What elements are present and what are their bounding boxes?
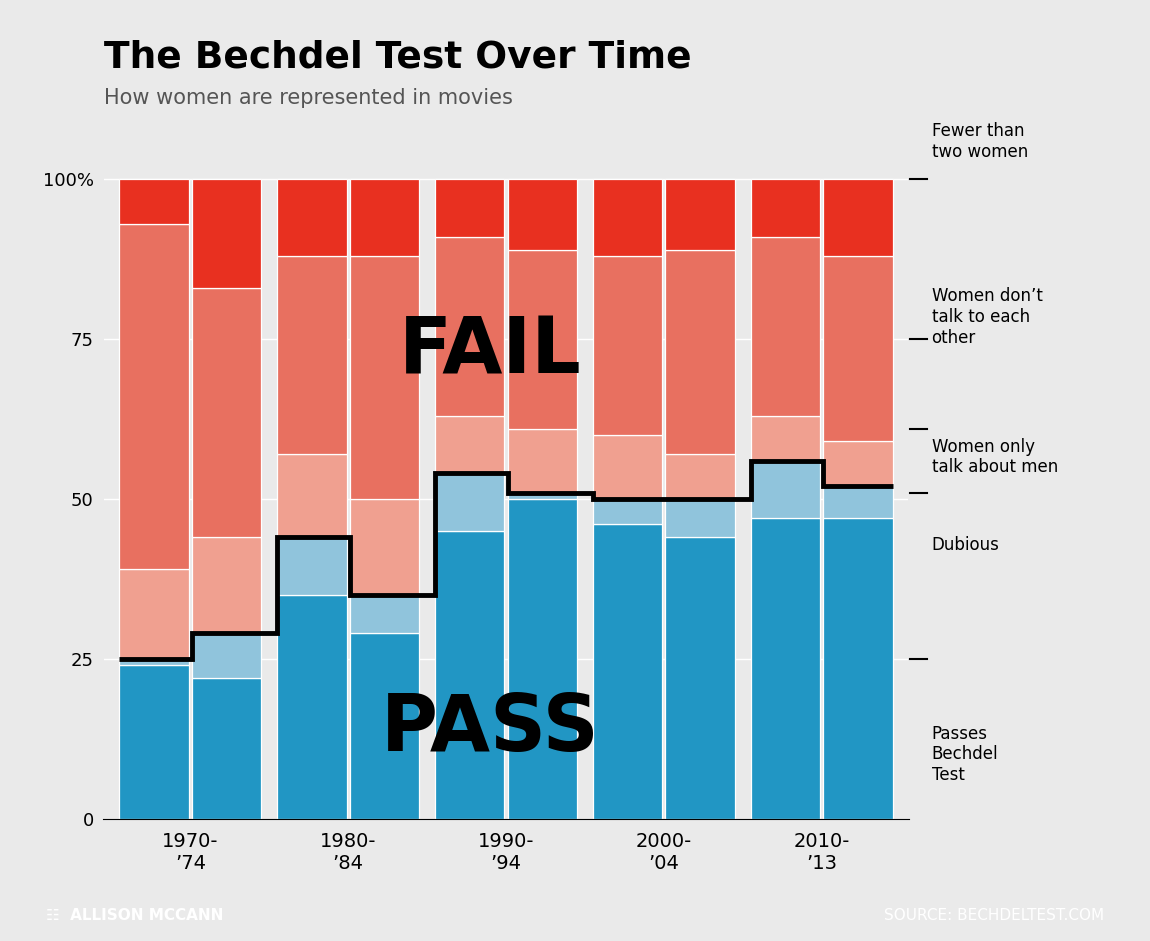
Text: Passes
Bechdel
Test: Passes Bechdel Test (932, 725, 998, 784)
Bar (350, 595, 420, 633)
Bar (120, 569, 189, 659)
Bar (592, 256, 662, 435)
Text: Fewer than
two women: Fewer than two women (932, 122, 1028, 161)
Bar (751, 416, 820, 460)
Bar (592, 499, 662, 524)
Text: FAIL: FAIL (399, 314, 582, 390)
Bar (192, 179, 261, 288)
Bar (120, 224, 189, 569)
Bar (120, 665, 189, 819)
Text: Dubious: Dubious (932, 536, 999, 554)
Bar (435, 531, 505, 819)
Bar (435, 473, 505, 531)
Text: SOURCE: BECHDELTEST.COM: SOURCE: BECHDELTEST.COM (884, 908, 1104, 923)
Text: How women are represented in movies: How women are represented in movies (104, 88, 513, 108)
Bar (277, 179, 346, 256)
Bar (592, 435, 662, 499)
Bar (823, 441, 892, 486)
Bar (350, 256, 420, 499)
Bar (192, 288, 261, 537)
Bar (120, 659, 189, 665)
Bar (277, 537, 346, 595)
Bar (507, 492, 577, 499)
Bar (507, 249, 577, 428)
Text: Women only
talk about men: Women only talk about men (932, 438, 1058, 476)
Bar (192, 537, 261, 633)
Bar (666, 455, 735, 499)
Bar (666, 537, 735, 819)
Bar (277, 455, 346, 537)
Text: PASS: PASS (381, 691, 599, 767)
Bar (435, 416, 505, 473)
Bar (192, 633, 261, 678)
Bar (277, 595, 346, 819)
Bar (751, 460, 820, 518)
Bar (435, 179, 505, 237)
Bar (666, 499, 735, 537)
Bar (592, 179, 662, 256)
Bar (507, 179, 577, 249)
Bar (507, 428, 577, 492)
Bar (350, 179, 420, 256)
Text: Women don’t
talk to each
other: Women don’t talk to each other (932, 287, 1042, 346)
Bar (277, 256, 346, 455)
Bar (751, 518, 820, 819)
Bar (751, 179, 820, 237)
Bar (507, 499, 577, 819)
Bar (751, 237, 820, 416)
Bar (823, 486, 892, 518)
Bar (592, 524, 662, 819)
Bar (666, 249, 735, 455)
Bar (666, 179, 735, 249)
Bar (192, 678, 261, 819)
Bar (823, 179, 892, 256)
Bar (435, 237, 505, 416)
Bar (350, 499, 420, 595)
Bar (350, 633, 420, 819)
Text: ☷  ALLISON MCCANN: ☷ ALLISON MCCANN (46, 908, 223, 923)
Text: The Bechdel Test Over Time: The Bechdel Test Over Time (104, 40, 691, 75)
Bar (120, 179, 189, 224)
Bar (823, 518, 892, 819)
Bar (823, 256, 892, 441)
